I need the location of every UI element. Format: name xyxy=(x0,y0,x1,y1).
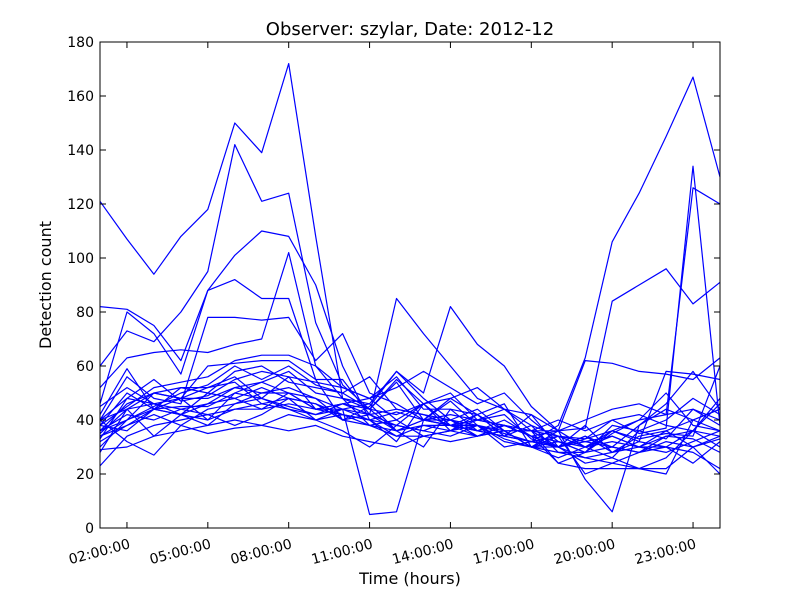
y-tick-label: 0 xyxy=(85,521,94,537)
y-axis-label: Detection count xyxy=(36,221,55,349)
series-line-4 xyxy=(99,252,721,437)
y-tick-label: 100 xyxy=(67,251,94,267)
series-line-3 xyxy=(99,187,721,453)
series-line-23 xyxy=(99,397,721,475)
series-lines xyxy=(99,62,721,516)
series-line-5 xyxy=(99,279,721,432)
plot-frame xyxy=(99,41,721,529)
series-line-26 xyxy=(99,403,721,459)
y-tick-label: 140 xyxy=(67,143,94,159)
series-line-24 xyxy=(99,387,721,470)
y-tick-label: 20 xyxy=(76,467,94,483)
x-axis-label: Time (hours) xyxy=(358,569,461,588)
y-tick-label: 120 xyxy=(67,197,94,213)
series-line-10 xyxy=(99,365,721,448)
series-line-1 xyxy=(99,62,721,443)
chart-title: Observer: szylar, Date: 2012-12 xyxy=(266,19,554,40)
y-tick-label: 180 xyxy=(67,35,94,51)
y-tick-label: 60 xyxy=(76,359,94,375)
series-line-21 xyxy=(99,381,721,516)
y-tick-label: 80 xyxy=(76,305,94,321)
series-line-19 xyxy=(99,419,721,464)
y-tick-label: 40 xyxy=(76,413,94,429)
series-line-7 xyxy=(99,297,721,453)
series-line-17 xyxy=(99,370,721,464)
series-line-16 xyxy=(99,397,721,470)
series-line-25 xyxy=(99,387,721,453)
y-tick-label: 160 xyxy=(67,89,94,105)
series-line-18 xyxy=(99,387,721,464)
series-line-2 xyxy=(99,144,721,448)
